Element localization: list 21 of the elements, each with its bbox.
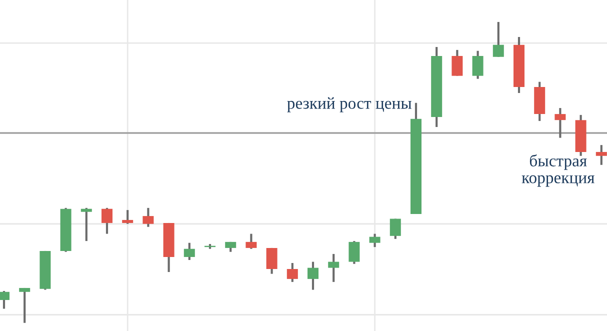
candlestick [596,144,607,166]
candlestick [492,20,504,58]
candlestick [246,232,257,250]
candlestick [369,232,380,248]
candlestick [390,218,401,240]
candlestick [266,246,278,275]
candlestick [286,262,298,283]
annotation: резкий рост цены [287,97,412,112]
candlestick [184,242,195,262]
candlestick [348,240,360,265]
candlestick [554,106,566,139]
candlestick [452,48,463,77]
candlestick [328,252,340,283]
candlestick [308,260,318,291]
annotation: быстрая коррекция [522,154,594,187]
candlestick [122,208,134,225]
candlestick [80,206,92,242]
candlestick [102,206,112,235]
candlestick [19,286,30,324]
candlestick [472,50,484,80]
candlestick [142,206,154,228]
